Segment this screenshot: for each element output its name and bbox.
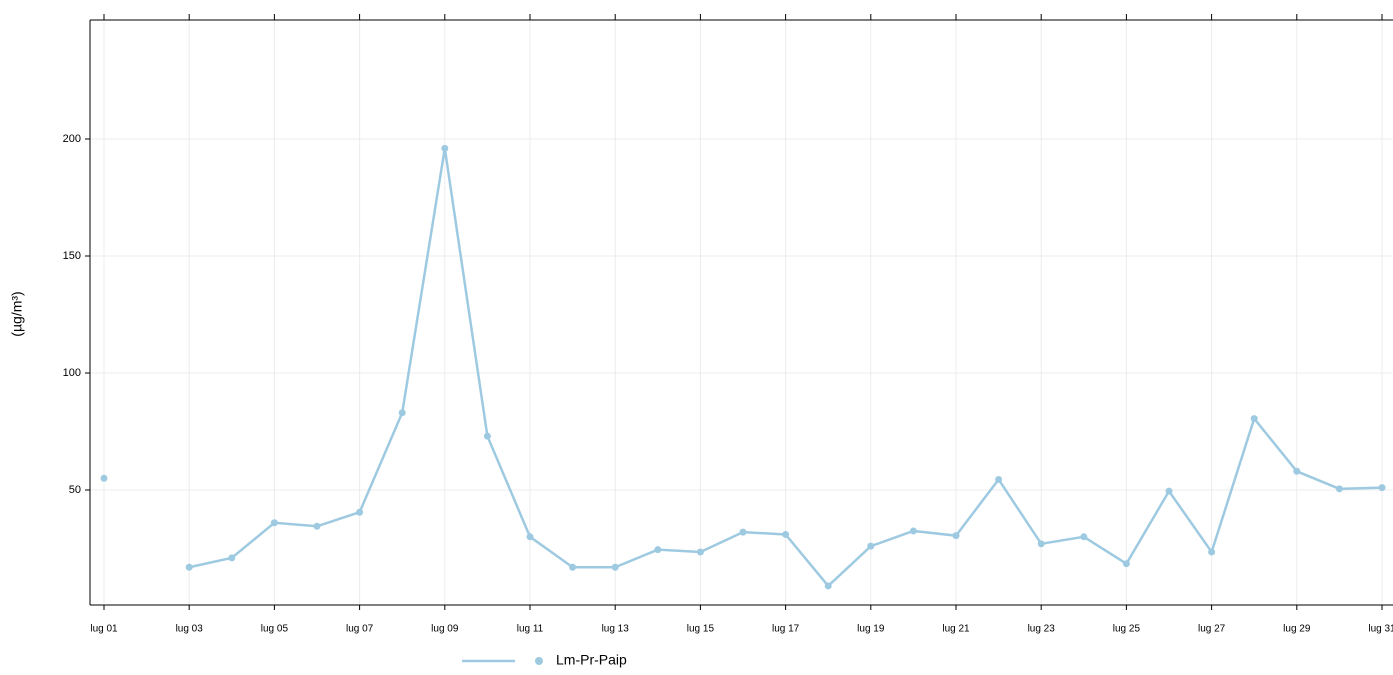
- y-axis-label: (µg/m³): [9, 291, 25, 336]
- data-point: [952, 532, 960, 540]
- y-tick-label: 50: [69, 484, 81, 496]
- x-tick-label: lug 23: [1028, 624, 1056, 635]
- data-point: [526, 533, 534, 541]
- data-point: [611, 563, 619, 571]
- data-point: [1165, 487, 1173, 495]
- y-tick-label: 100: [63, 367, 81, 379]
- data-point: [782, 530, 790, 538]
- x-tick-label: lug 29: [1283, 624, 1311, 635]
- data-point: [909, 527, 917, 535]
- x-tick-label: lug 25: [1113, 624, 1141, 635]
- x-tick-label: lug 15: [687, 624, 715, 635]
- data-point: [270, 519, 278, 527]
- data-point: [824, 582, 832, 590]
- data-point: [1293, 467, 1301, 475]
- x-tick-label: lug 01: [90, 624, 118, 635]
- x-tick-label: lug 17: [772, 624, 800, 635]
- x-tick-label: lug 05: [261, 624, 289, 635]
- data-point: [1208, 548, 1216, 556]
- x-tick-label: lug 07: [346, 624, 374, 635]
- data-point: [313, 522, 321, 530]
- data-point: [569, 563, 577, 571]
- data-point: [1080, 533, 1088, 541]
- data-point: [1037, 540, 1045, 548]
- data-point: [483, 432, 491, 440]
- y-tick-label: 150: [63, 250, 81, 262]
- x-tick-label: lug 21: [942, 624, 970, 635]
- data-point: [1378, 484, 1386, 492]
- data-point: [654, 546, 662, 554]
- data-point: [100, 474, 108, 482]
- data-point: [696, 548, 704, 556]
- data-point: [398, 409, 406, 417]
- x-tick-label: lug 11: [517, 624, 544, 635]
- x-tick-label: lug 19: [857, 624, 885, 635]
- x-tick-label: lug 09: [431, 624, 459, 635]
- data-point: [356, 508, 364, 516]
- data-point: [1335, 485, 1343, 493]
- data-point: [995, 475, 1003, 483]
- x-tick-label: lug 27: [1198, 624, 1226, 635]
- x-tick-label: lug 03: [176, 624, 204, 635]
- data-point: [1122, 560, 1130, 568]
- data-point: [739, 528, 747, 536]
- x-tick-label: lug 13: [602, 624, 630, 635]
- y-tick-label: 200: [63, 133, 81, 145]
- data-point: [228, 554, 236, 562]
- x-tick-label: lug 31: [1368, 624, 1393, 635]
- data-point: [441, 144, 449, 152]
- data-point: [185, 563, 193, 571]
- data-point: [1250, 415, 1258, 423]
- legend-label: Lm-Pr-Paip: [556, 652, 627, 668]
- data-point: [867, 542, 875, 550]
- legend-marker: [535, 657, 543, 665]
